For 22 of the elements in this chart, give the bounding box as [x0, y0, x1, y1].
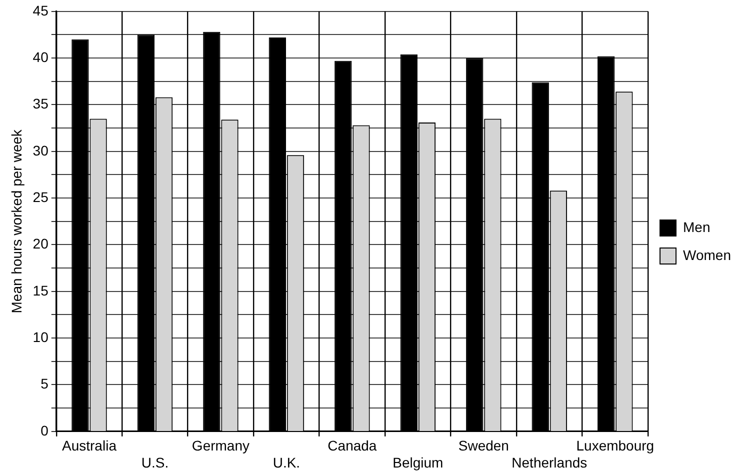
x-tick-label: Germany — [192, 438, 250, 454]
x-tick-label: Australia — [62, 438, 117, 454]
y-tick-label: 0 — [40, 422, 49, 438]
y-axis-title: Mean hours worked per week — [8, 128, 24, 314]
x-tick-label: Belgium — [392, 454, 444, 470]
y-tick-label: 25 — [32, 188, 49, 205]
y-tick-label: 5 — [40, 376, 49, 392]
y-tick-label: 30 — [32, 142, 49, 158]
x-tick-label: Netherlands — [512, 454, 588, 470]
y-tick-label: 35 — [32, 96, 49, 112]
y-tick-label: 15 — [32, 282, 49, 298]
y-tick-label: 40 — [32, 48, 49, 65]
x-tick-label: Luxembourg — [576, 438, 654, 454]
legend-label: Men — [683, 218, 710, 235]
y-tick-label: 10 — [32, 328, 49, 345]
x-tick-label: Canada — [328, 438, 377, 454]
x-tick-label: U.K. — [272, 454, 300, 470]
x-tick-label: Sweden — [458, 438, 509, 454]
y-tick-label: 45 — [32, 2, 49, 18]
x-tick-label: U.S. — [141, 454, 169, 470]
y-tick-label: 20 — [32, 236, 49, 252]
legend-label: Women — [683, 246, 732, 263]
